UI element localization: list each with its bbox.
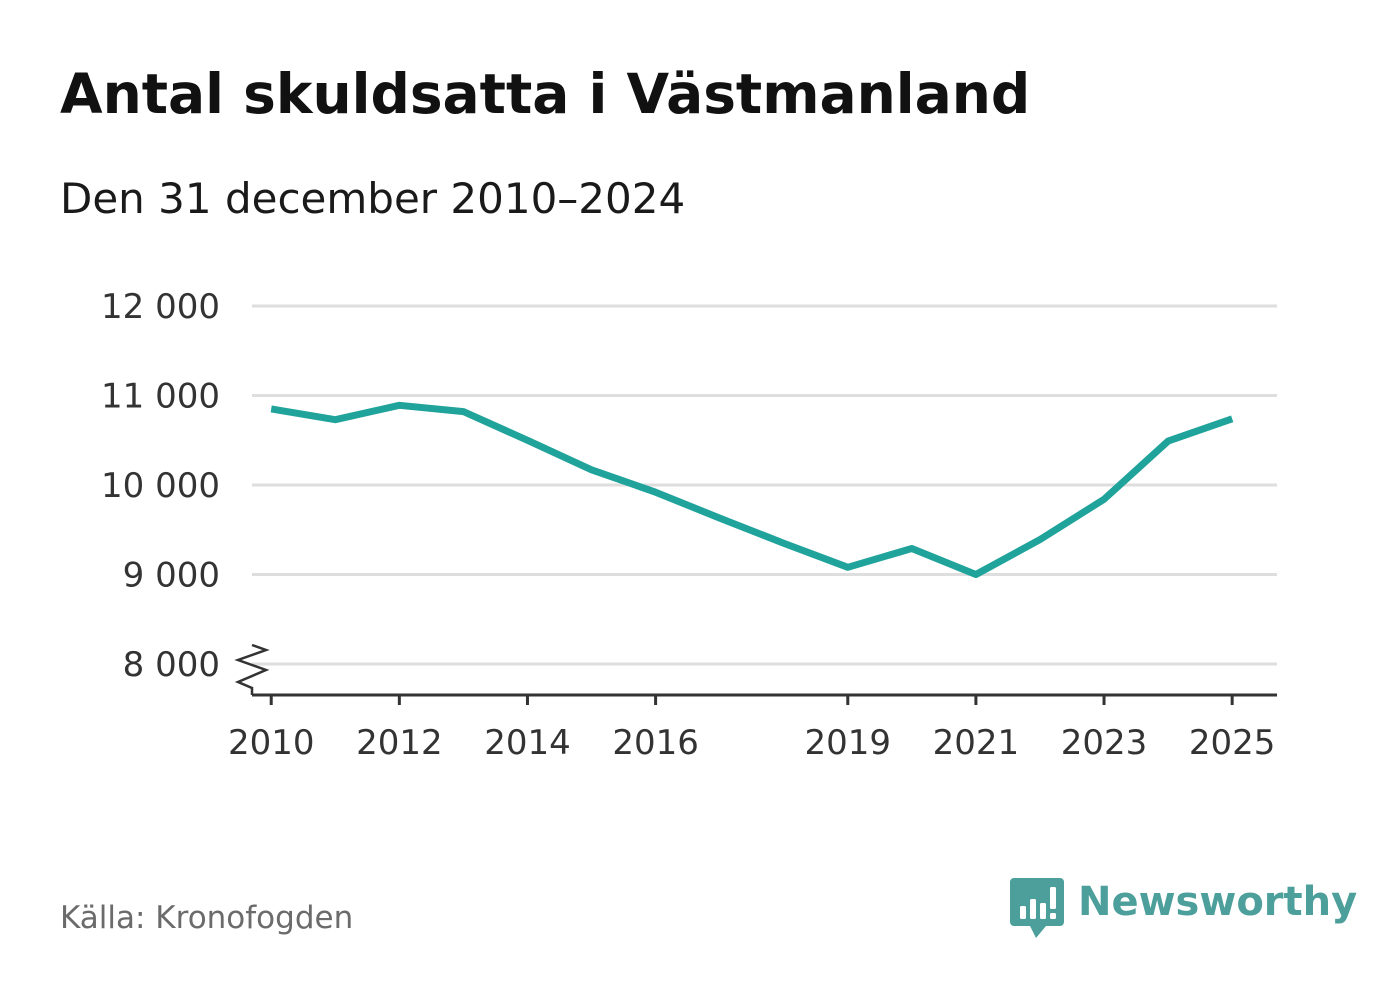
series-layer [270,401,1234,578]
x-tick-label: 2010 [228,723,315,763]
x-axis-tick-labels: 2010 2012 2014 2016 2019 2021 2023 2025 [228,723,1275,763]
chart-subtitle: Den 31 december 2010–2024 [60,174,686,223]
y-tick-label: 11 000 [101,377,220,417]
brand-logo: Newsworthy [1010,878,1357,940]
x-tick-label: 2021 [933,723,1020,763]
source-note: Källa: Kronofogden [60,900,354,936]
y-axis-break-icon [234,643,270,695]
chart-title: Antal skuldsatta i Västmanland [60,62,1031,126]
y-tick-label: 9 000 [123,556,220,596]
x-axis [234,643,1277,705]
y-tick-label: 8 000 [123,645,220,685]
x-tick-label: 2014 [484,723,571,763]
x-tick-label: 2019 [805,723,892,763]
grid-lines [252,304,1277,666]
x-tick-label: 2012 [356,723,443,763]
y-tick-label: 12 000 [101,287,220,327]
x-tick-label: 2016 [612,723,699,763]
newsworthy-logo-icon [1010,878,1064,938]
y-axis-tick-labels: 8 000 9 000 10 000 11 000 12 000 [101,287,220,685]
brand-name: Newsworthy [1078,879,1358,925]
y-tick-label: 10 000 [101,466,220,506]
x-tick-label: 2025 [1189,723,1276,763]
x-tick-label: 2023 [1061,723,1148,763]
series-line [270,401,1234,578]
